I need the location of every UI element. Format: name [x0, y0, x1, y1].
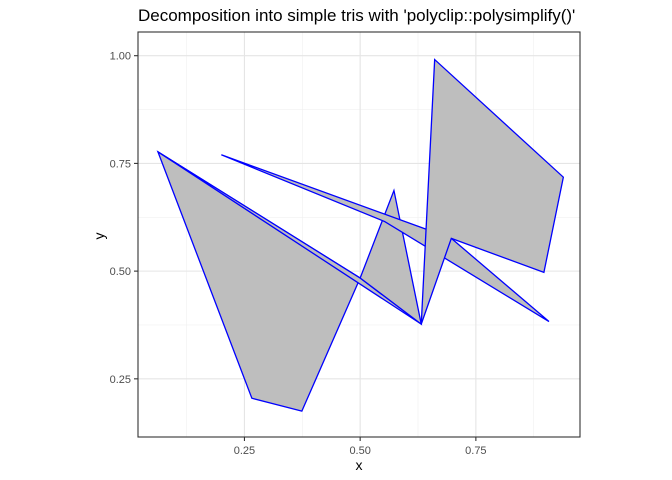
x-axis-title: x — [356, 457, 363, 473]
x-tick-label: 0.25 — [234, 445, 255, 457]
y-tick-label: 0.50 — [110, 266, 131, 278]
plot-area: 0.25 0.50 0.75 0.25 0.50 0.75 1.00 — [110, 31, 581, 457]
y-tick-label: 1.00 — [110, 51, 131, 63]
x-tick-label: 0.75 — [465, 445, 486, 457]
y-tick-label: 0.75 — [110, 158, 131, 170]
triangle-polygon-4 — [221, 154, 550, 323]
y-axis-title: y — [91, 233, 107, 240]
chart-title: Decomposition into simple tris with 'pol… — [138, 6, 575, 25]
triangle-polygon-5 — [420, 58, 565, 325]
triangle-polygon-3 — [359, 188, 423, 326]
x-tick-label: 0.50 — [349, 445, 370, 457]
y-tick-label: 0.25 — [110, 374, 131, 386]
panel-border — [137, 31, 581, 438]
